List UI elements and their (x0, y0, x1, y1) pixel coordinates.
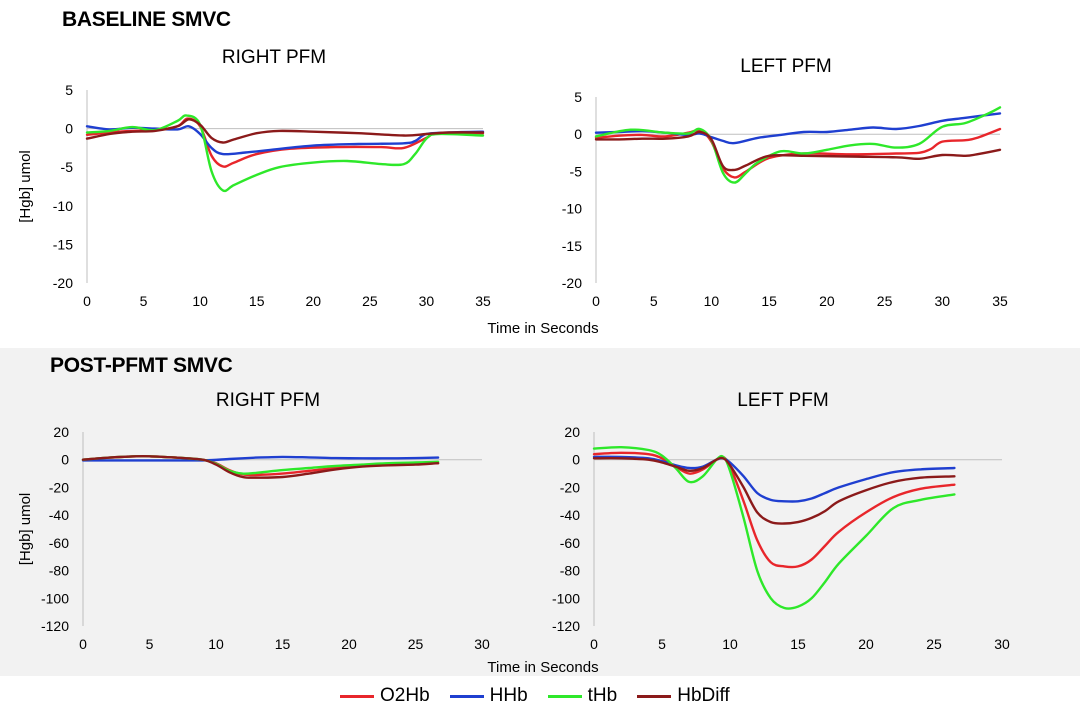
post-left-chart: LEFT PFM 20 0 -20 -40 -60 -80 -100 -120 0 5 10 15 20 2… (552, 390, 1010, 652)
legend-item-thb: tHb (547, 685, 618, 707)
legend-label-o2hb: O2Hb (380, 685, 430, 706)
baseline-left-y-tick-label: -15 (562, 238, 582, 254)
baseline-right-y-tick-label: -10 (53, 198, 73, 214)
post-left-line-thb (592, 445, 956, 610)
baseline-left-x-tick-label: 35 (992, 293, 1008, 309)
baseline-right-title: RIGHT PFM (222, 47, 326, 68)
post-left-line-o2hb (592, 451, 956, 569)
baseline-right-x-tick-label: 25 (362, 293, 378, 309)
post-right-y-tick-label: -20 (49, 479, 69, 495)
legend: O2Hb HHb tHb HbDiff (340, 684, 750, 708)
section-title-baseline: BASELINE SMVC (62, 8, 231, 31)
baseline-left-x-tick-label: 15 (761, 293, 777, 309)
baseline-right-x-tick-label: 30 (419, 293, 435, 309)
baseline-left-x-tick-label: 25 (877, 293, 893, 309)
legend-label-thb: tHb (587, 685, 618, 706)
legend-swatch-thb (547, 694, 582, 698)
post-left-x-tick-label: 5 (658, 636, 666, 652)
baseline-left-x-tick-label: 0 (592, 293, 600, 309)
legend-swatch-hhb (449, 694, 484, 698)
post-left-y-tick-label: 0 (572, 452, 580, 468)
baseline-left-y-tick-label: -5 (570, 163, 583, 179)
post-right-title: RIGHT PFM (216, 390, 320, 411)
post-left-y-tick-label: -100 (552, 590, 580, 606)
baseline-left-y-tick-label: -10 (562, 201, 582, 217)
post-left-x-tick-label: 15 (790, 636, 806, 652)
post-left-y-tick-label: 20 (564, 424, 580, 440)
baseline-left-x-tick-label: 20 (819, 293, 835, 309)
post-right-x-tick-label: 30 (474, 636, 490, 652)
post-left-y-tick-label: -80 (560, 563, 580, 579)
post-x-axis-title: Time in Seconds (487, 659, 598, 676)
post-left-y-tick-label: -20 (560, 479, 580, 495)
baseline-right-x-tick-label: 35 (475, 293, 491, 309)
post-left-title: LEFT PFM (737, 390, 829, 411)
post-left-y-tick-label: -40 (560, 507, 580, 523)
baseline-right-y-axis-label: [Hgb] umol (17, 150, 34, 223)
post-left-line-hhb (592, 455, 956, 503)
baseline-left-y-tick-label: 0 (574, 126, 582, 142)
post-pfmt-panel (0, 348, 1080, 676)
baseline-right-line-hhb (85, 124, 485, 156)
baseline-right-y-tick-label: 5 (65, 82, 73, 98)
baseline-right-y-tick-label: 0 (65, 121, 73, 137)
baseline-right-y-tick-label: -15 (53, 236, 73, 252)
post-right-y-tick-label: -60 (49, 535, 69, 551)
baseline-right-x-tick-label: 10 (192, 293, 208, 309)
baseline-panel (0, 0, 1080, 348)
baseline-left-y-tick-label: -20 (562, 275, 582, 291)
baseline-left-x-tick-label: 30 (934, 293, 950, 309)
post-left-line-hbdiff (592, 456, 956, 525)
legend-swatch-o2hb (340, 694, 374, 698)
baseline-left-title: LEFT PFM (740, 56, 832, 77)
baseline-left-line-thb (594, 106, 1002, 184)
post-right-x-tick-label: 10 (208, 636, 224, 652)
legend-item-o2hb: O2Hb (340, 685, 430, 707)
post-right-y-tick-label: -40 (49, 507, 69, 523)
post-right-x-tick-label: 0 (79, 636, 87, 652)
baseline-right-y-tick-label: -5 (61, 159, 74, 175)
baseline-left-chart: LEFT PFM 5 0 -5 -10 -15 -20 0 5 10 15 20 25 30 35 (562, 56, 1008, 309)
post-left-x-tick-label: 10 (722, 636, 738, 652)
baseline-left-y-tick-label: 5 (574, 89, 582, 105)
baseline-left-x-tick-label: 10 (704, 293, 720, 309)
baseline-left-line-hbdiff (594, 130, 1002, 172)
post-right-chart: RIGHT PFM [Hgb] umol 20 0 -20 -40 -60 -80 -100 -1… (17, 390, 490, 652)
post-left-x-tick-label: 25 (926, 636, 942, 652)
baseline-x-axis-title: Time in Seconds (487, 320, 598, 337)
post-right-y-tick-label: -100 (41, 590, 69, 606)
baseline-right-x-tick-label: 0 (83, 293, 91, 309)
baseline-right-line-thb (85, 114, 485, 193)
post-right-x-tick-label: 15 (275, 636, 291, 652)
baseline-right-y-tick-label: -20 (53, 275, 73, 291)
post-right-y-tick-label: 0 (61, 452, 69, 468)
post-left-y-tick-label: -60 (560, 535, 580, 551)
legend-item-hhb: HHb (449, 685, 528, 707)
baseline-right-chart: RIGHT PFM [Hgb] umol 5 0 -5 -10 -15 -20 0 5 10 15 20… (17, 47, 491, 309)
legend-swatch-hbdiff (637, 694, 672, 698)
post-right-y-tick-label: -120 (41, 618, 69, 634)
baseline-right-x-tick-label: 5 (140, 293, 148, 309)
baseline-right-x-tick-label: 15 (249, 293, 265, 309)
legend-label-hhb: HHb (489, 685, 528, 706)
post-right-line-hhb (81, 455, 440, 462)
post-left-x-tick-label: 30 (994, 636, 1010, 652)
post-right-line-hbdiff (81, 454, 440, 479)
baseline-left-x-tick-label: 5 (650, 293, 658, 309)
legend-label-hbdiff: HbDiff (677, 685, 730, 706)
section-title-post-pfmt: POST-PFMT SMVC (50, 354, 233, 377)
legend-item-hbdiff: HbDiff (637, 685, 730, 707)
post-left-y-tick-label: -120 (552, 618, 580, 634)
baseline-right-line-hbdiff (85, 118, 485, 144)
post-right-y-axis-label: [Hgb] umol (17, 493, 34, 566)
post-left-x-tick-label: 20 (858, 636, 874, 652)
post-right-y-tick-label: 20 (53, 424, 69, 440)
baseline-right-x-tick-label: 20 (305, 293, 321, 309)
post-right-y-tick-label: -80 (49, 563, 69, 579)
post-left-x-tick-label: 0 (590, 636, 598, 652)
post-right-x-tick-label: 20 (341, 636, 357, 652)
post-right-x-tick-label: 25 (408, 636, 424, 652)
post-right-x-tick-label: 5 (146, 636, 154, 652)
